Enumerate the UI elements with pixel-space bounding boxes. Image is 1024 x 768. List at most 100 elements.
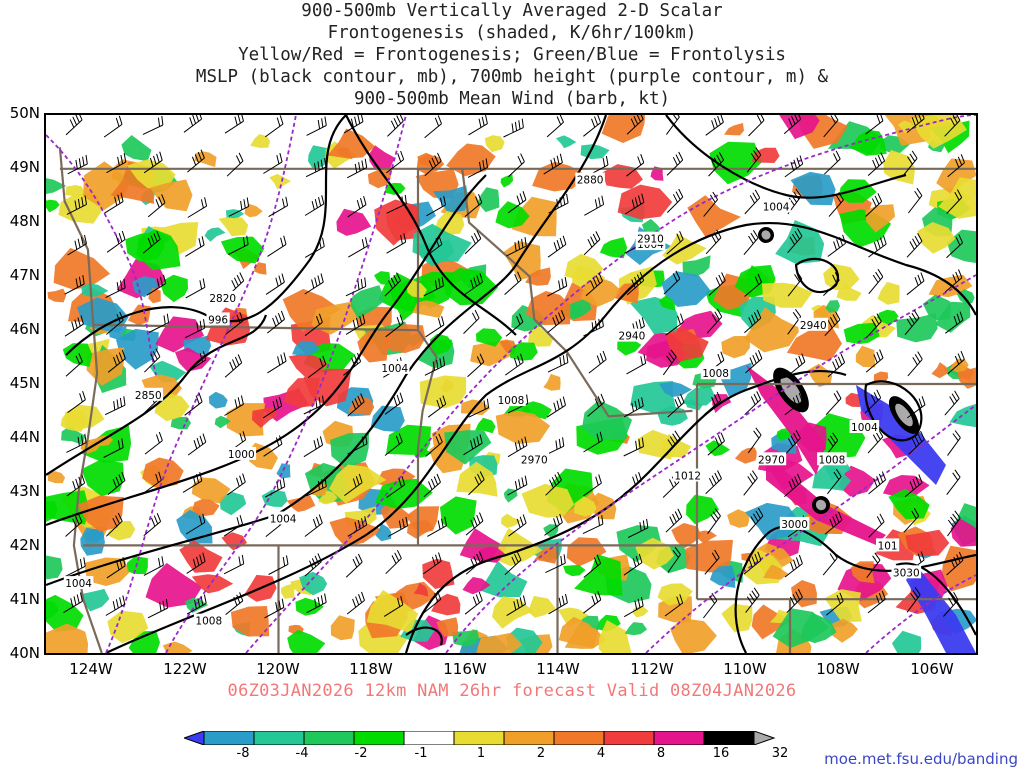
wind-barb bbox=[464, 194, 483, 217]
title-line-4: MSLP (black contour, mb), 700mb height (… bbox=[195, 67, 829, 87]
title-line-1: 900-500mb Vertically Averaged 2-D Scalar bbox=[301, 1, 723, 21]
idaho-oregon-border bbox=[416, 329, 438, 546]
wind-barb bbox=[906, 233, 923, 258]
wind-barb bbox=[707, 432, 725, 456]
wind-barb bbox=[424, 115, 442, 139]
wind-barb bbox=[866, 552, 881, 579]
wind-barb bbox=[583, 591, 602, 614]
colorbar-segment bbox=[303, 731, 355, 745]
wind-barb bbox=[304, 273, 324, 295]
height-label: 2850 bbox=[135, 390, 162, 402]
height-label-bg bbox=[519, 452, 549, 466]
wind-barb bbox=[743, 470, 758, 496]
wind-barb bbox=[744, 273, 762, 297]
wind-barb bbox=[347, 434, 368, 455]
wind-barb bbox=[224, 115, 244, 134]
wind-barb bbox=[65, 557, 86, 577]
title-line-5: 900-500mb Mean Wind (barb, kt) bbox=[353, 89, 671, 109]
wind-barb bbox=[185, 513, 206, 535]
height-label-bg bbox=[779, 516, 810, 530]
wind-barb bbox=[823, 272, 840, 296]
height-contour-4 bbox=[445, 274, 976, 653]
colorbar-segment bbox=[353, 731, 405, 745]
wind-barb bbox=[706, 308, 723, 334]
height-label: 3000 bbox=[781, 519, 808, 531]
wind-barb bbox=[783, 115, 802, 135]
mslp-label-bg bbox=[268, 511, 298, 525]
wind-barb bbox=[903, 507, 920, 533]
wind-barb bbox=[547, 277, 568, 297]
height-contour-2 bbox=[165, 115, 407, 653]
wind-barb bbox=[867, 152, 886, 176]
height-label-bg bbox=[575, 172, 605, 186]
colorbar-segment bbox=[203, 731, 255, 745]
wind-barb bbox=[904, 474, 923, 498]
mslp-label: 1004 bbox=[851, 422, 878, 434]
height-label-bg bbox=[756, 452, 787, 466]
mslp-isobar-12 bbox=[405, 626, 443, 646]
colorbar-label-1: 1 bbox=[476, 746, 486, 761]
wind-barb bbox=[106, 556, 126, 579]
wind-barb bbox=[427, 395, 447, 418]
wind-barb bbox=[268, 196, 289, 218]
wind-barb bbox=[864, 389, 882, 414]
colorbar-segment bbox=[603, 731, 655, 745]
wind-barb bbox=[583, 231, 601, 256]
wind-barb bbox=[705, 229, 722, 255]
colorbar-label-4: 4 bbox=[596, 746, 606, 761]
wind-barb bbox=[583, 554, 602, 578]
wind-barb bbox=[743, 551, 762, 575]
wind-barb bbox=[746, 147, 762, 173]
wind-barb bbox=[142, 116, 164, 135]
height-label-bg bbox=[798, 317, 829, 331]
wind-barb bbox=[507, 436, 528, 458]
colorbar-label-16: 16 bbox=[712, 746, 730, 761]
wind-barb bbox=[184, 393, 203, 416]
wind-barb bbox=[504, 271, 522, 295]
wind-barb bbox=[508, 514, 527, 537]
height-label: 2940 bbox=[619, 331, 646, 343]
wind-barb bbox=[344, 473, 363, 497]
wind-barb bbox=[104, 396, 126, 416]
wind-barb bbox=[305, 157, 327, 178]
mslp-label: 1004 bbox=[270, 514, 297, 526]
wind-barb bbox=[142, 230, 161, 254]
wind-barb bbox=[825, 390, 842, 416]
height-contours bbox=[46, 115, 976, 653]
wind-barb bbox=[268, 555, 289, 575]
title-line-2: Frontogenesis (shaded, K/6hr/100km) bbox=[327, 23, 697, 43]
wind-barb bbox=[105, 278, 126, 299]
wind-barb bbox=[506, 595, 526, 617]
wind-barb bbox=[866, 313, 882, 339]
wind-barb bbox=[187, 149, 205, 173]
wind-barb bbox=[868, 471, 887, 495]
wind-barb bbox=[63, 592, 83, 614]
wind-barb bbox=[663, 270, 681, 295]
wind-barb bbox=[743, 230, 759, 256]
wind-barb bbox=[626, 272, 645, 296]
wind-barb bbox=[827, 468, 842, 495]
source-credit-link[interactable]: moe.met.fsu.edu/banding bbox=[824, 750, 1018, 768]
wind-barb bbox=[784, 155, 804, 178]
mslp-label: 1012 bbox=[674, 471, 701, 483]
height-label: 3030 bbox=[893, 567, 920, 579]
wind-barb bbox=[786, 588, 803, 613]
wind-barb bbox=[626, 354, 647, 375]
wind-barb bbox=[424, 356, 446, 376]
wind-barb bbox=[508, 153, 525, 178]
height-label-bg bbox=[207, 290, 238, 304]
wind-barb bbox=[703, 191, 719, 217]
wind-barb bbox=[787, 228, 803, 254]
colorbar-segment bbox=[253, 731, 305, 745]
mslp-label-bg bbox=[496, 393, 526, 407]
wind-barb bbox=[623, 397, 644, 418]
lon-label-112w: 112W bbox=[630, 660, 674, 678]
color-scale-bar bbox=[184, 731, 776, 745]
wind-barb bbox=[425, 433, 443, 457]
height-label: 2970 bbox=[521, 454, 548, 466]
mslp-label-bg bbox=[672, 468, 703, 482]
wind-barb bbox=[104, 192, 124, 214]
wind-barb bbox=[465, 512, 484, 536]
wind-barb bbox=[384, 272, 401, 297]
wind-barb bbox=[345, 553, 363, 578]
